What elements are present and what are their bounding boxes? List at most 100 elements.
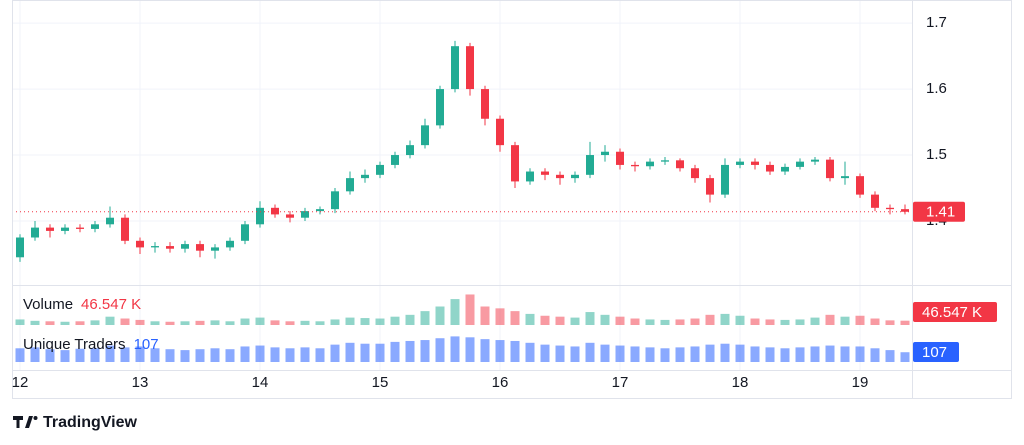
volume-bar xyxy=(720,313,730,325)
volume-bar xyxy=(735,315,745,325)
volume-bar xyxy=(180,321,190,325)
traders-bar xyxy=(765,347,775,362)
candle-body xyxy=(361,174,369,179)
volume-bar xyxy=(780,319,790,325)
traders-bar xyxy=(285,348,295,362)
candle-body xyxy=(286,214,294,218)
volume-bar xyxy=(240,318,250,325)
candle-body xyxy=(151,246,159,248)
grid xyxy=(12,0,912,370)
volume-bar xyxy=(465,294,475,325)
traders-bar xyxy=(570,346,580,362)
traders-bar xyxy=(75,348,85,362)
volume-bar xyxy=(195,320,205,325)
candle-body xyxy=(256,207,264,225)
volume-bar xyxy=(105,316,115,325)
last-price-label: 1.41 xyxy=(926,204,955,221)
volume-bar xyxy=(885,320,895,325)
volume-bar xyxy=(450,299,460,325)
x-tick-label: 12 xyxy=(12,374,29,391)
traders-bar xyxy=(675,347,685,362)
volume-bar xyxy=(705,314,715,325)
volume-bar xyxy=(870,318,880,325)
candle-body xyxy=(301,211,309,218)
volume-bar xyxy=(90,320,100,325)
last-price-box xyxy=(913,201,965,222)
x-tick-label: 14 xyxy=(252,374,269,391)
candle-body xyxy=(226,240,234,248)
x-tick-label: 19 xyxy=(852,374,869,391)
traders-bar xyxy=(705,344,715,362)
logo[interactable]: TradingView xyxy=(13,414,138,431)
candle-body xyxy=(751,161,759,165)
candle-body xyxy=(196,244,204,251)
traders-bar xyxy=(840,346,850,362)
volume-bar xyxy=(630,318,640,325)
volume-bar xyxy=(540,315,550,325)
traders-bar xyxy=(240,346,250,362)
candle-body xyxy=(346,178,354,192)
traders-bar xyxy=(450,336,460,362)
traders-bar xyxy=(690,346,700,362)
traders-bar xyxy=(810,346,820,362)
traders-bar xyxy=(30,347,40,362)
volume-bar xyxy=(900,320,910,325)
volume-bar xyxy=(570,317,580,325)
volume-bar xyxy=(225,321,235,325)
volume-bar xyxy=(795,319,805,325)
volume-bar xyxy=(150,321,160,325)
traders-bar xyxy=(540,344,550,362)
chart-frame xyxy=(12,0,1012,399)
candle-body xyxy=(661,160,669,162)
traders-bar xyxy=(495,340,505,362)
traders-bar xyxy=(795,347,805,362)
volume-bar xyxy=(315,321,325,325)
traders-bar xyxy=(420,340,430,362)
volume-bar xyxy=(165,321,175,325)
x-tick-label: 17 xyxy=(612,374,629,391)
last-value-box xyxy=(913,302,997,322)
volume-bar xyxy=(135,319,145,325)
traders-bar xyxy=(465,337,475,362)
volume-bar xyxy=(645,319,655,325)
traders-bar xyxy=(720,343,730,362)
legend-name: Volume xyxy=(23,296,73,313)
candle-body xyxy=(466,46,474,90)
volume-bar xyxy=(810,317,820,325)
candle-body xyxy=(166,246,174,249)
volume-bar xyxy=(840,316,850,325)
candle-body xyxy=(721,164,729,195)
candle-body xyxy=(451,46,459,90)
volume-bar xyxy=(360,318,370,325)
candle-body xyxy=(16,237,24,258)
traders-bar xyxy=(180,350,190,362)
traders-bar xyxy=(255,345,265,362)
candle-body xyxy=(136,240,144,248)
traders-bar xyxy=(525,342,535,362)
traders-bar xyxy=(375,343,385,362)
volume-bar xyxy=(120,318,130,325)
candle-body xyxy=(826,159,834,179)
candle-body xyxy=(541,171,549,175)
x-tick-label: 15 xyxy=(372,374,389,391)
volume-bar xyxy=(75,321,85,325)
candle-body xyxy=(646,161,654,167)
traders-bar xyxy=(60,350,70,362)
candle-body xyxy=(421,125,429,146)
candle-body xyxy=(556,174,564,179)
traders-bar xyxy=(300,347,310,362)
volume-bar xyxy=(585,312,595,325)
volume-bar xyxy=(330,319,340,325)
volume-bar xyxy=(375,318,385,325)
legend-name: Unique Traders xyxy=(23,336,126,353)
candle-body xyxy=(76,227,84,229)
volume-bar xyxy=(345,317,355,325)
candle-body xyxy=(61,227,69,231)
y-tick-label: 1.7 xyxy=(926,14,947,31)
volume-bar xyxy=(480,306,490,325)
volume-bar xyxy=(555,316,565,325)
traders-bar xyxy=(735,344,745,362)
volume-bar xyxy=(300,320,310,325)
traders-bar xyxy=(360,343,370,362)
